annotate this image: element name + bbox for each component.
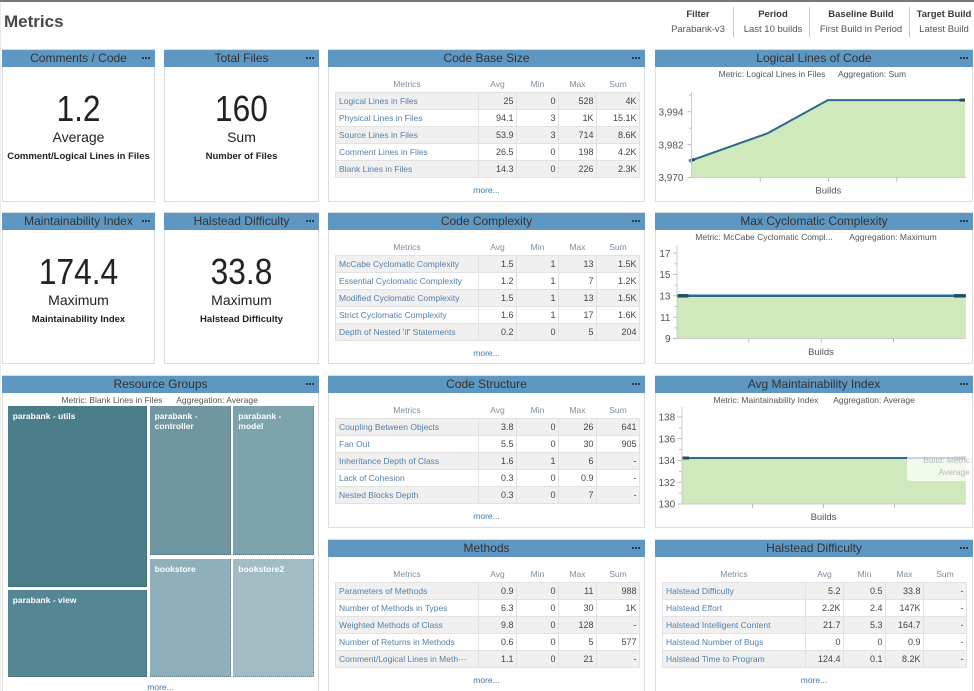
svg-text:134: 134 <box>659 456 676 467</box>
svg-text:17: 17 <box>659 249 671 260</box>
svg-text:Builds: Builds <box>811 512 837 523</box>
svg-text:Builds: Builds <box>808 347 834 358</box>
svg-text:13: 13 <box>659 292 671 303</box>
svg-text:136: 136 <box>659 434 676 445</box>
svg-text:15: 15 <box>659 270 671 281</box>
svg-text:9: 9 <box>665 334 671 345</box>
svg-text:3,970: 3,970 <box>658 173 683 184</box>
svg-text:Average: Average <box>938 467 970 477</box>
svg-text:130: 130 <box>659 500 676 511</box>
svg-text:11: 11 <box>660 313 671 324</box>
svg-text:132: 132 <box>659 478 676 489</box>
svg-text:3,994: 3,994 <box>658 107 683 118</box>
svg-text:Builds: Builds <box>815 185 841 196</box>
svg-text:3,982: 3,982 <box>658 140 683 151</box>
svg-text:138: 138 <box>659 413 676 424</box>
svg-text:Build: Metric: Build: Metric <box>923 455 971 465</box>
